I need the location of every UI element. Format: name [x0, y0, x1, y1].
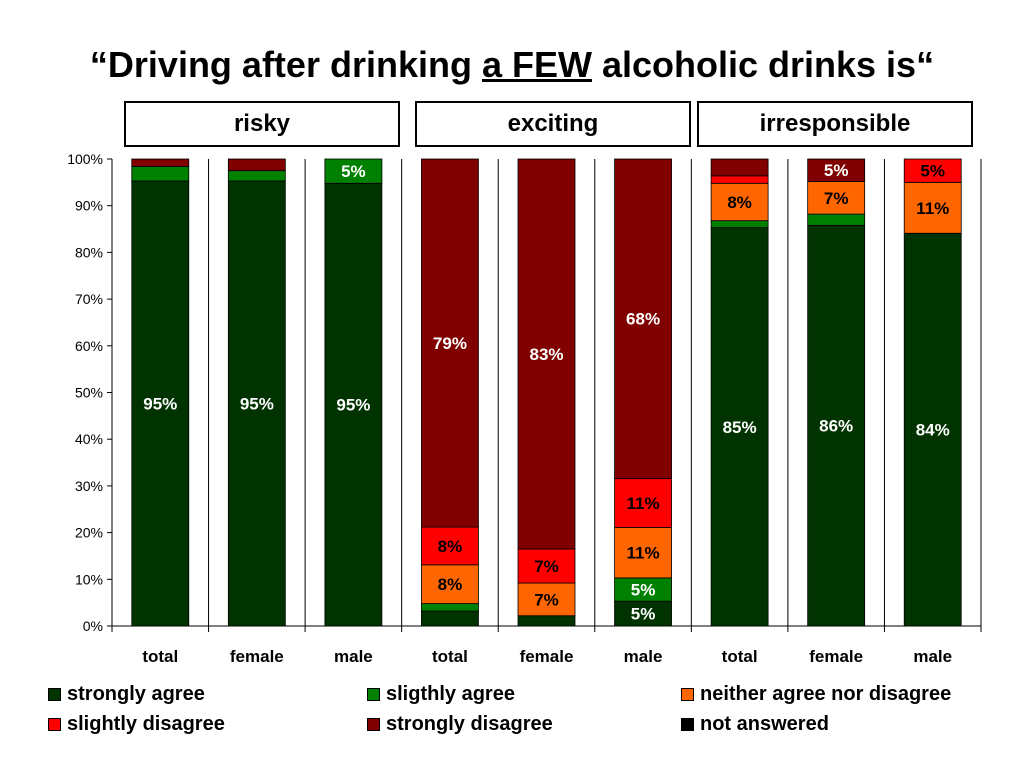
data-label: 11%	[627, 494, 660, 513]
data-label: 5%	[920, 162, 945, 181]
bar-segment	[614, 527, 672, 579]
group-label-risky: risky	[124, 101, 400, 147]
bar-segment	[517, 158, 576, 550]
bar-segment	[807, 213, 866, 226]
bar-segment	[227, 180, 286, 627]
bar-segment	[710, 227, 769, 627]
y-tick-label: 0%	[83, 618, 103, 634]
data-label: 5%	[824, 161, 849, 180]
bar-segment	[903, 158, 962, 183]
bar-segment	[517, 615, 576, 627]
y-tick-label: 30%	[75, 478, 103, 494]
data-label: 7%	[824, 189, 849, 208]
bar-segment	[131, 166, 190, 182]
title-underlined: a FEW	[481, 44, 592, 85]
x-tick-label: female	[520, 647, 574, 666]
data-label: 95%	[336, 396, 370, 415]
group-label-exciting: exciting	[415, 101, 691, 147]
x-tick-label: total	[432, 647, 468, 666]
y-tick-label: 60%	[75, 338, 103, 354]
bar-segment	[710, 182, 769, 222]
bar-segment	[807, 224, 866, 627]
bar-segment	[227, 158, 286, 172]
data-label: 86%	[819, 417, 853, 436]
data-label: 5%	[631, 581, 656, 600]
bar-segment	[131, 180, 190, 627]
data-label: 8%	[438, 575, 463, 594]
data-label: 8%	[438, 537, 463, 556]
data-label: 7%	[534, 557, 559, 576]
bar-segment	[903, 232, 962, 627]
data-label: 7%	[534, 590, 559, 609]
x-tick-label: male	[334, 647, 373, 666]
bar-segment	[227, 170, 286, 182]
y-tick-label: 70%	[75, 291, 103, 307]
x-tick-label: male	[913, 647, 952, 666]
bar-segment	[614, 158, 672, 479]
data-label: 68%	[626, 310, 660, 329]
y-tick-label: 50%	[75, 385, 103, 401]
title-suffix: alcoholic drinks is“	[591, 44, 935, 85]
x-tick-label: total	[142, 647, 178, 666]
y-tick-label: 10%	[75, 571, 103, 587]
data-label: 83%	[529, 345, 563, 364]
data-label: 5%	[341, 162, 366, 181]
bar-segment	[324, 158, 383, 184]
data-label: 95%	[143, 394, 177, 413]
bar-segment	[517, 582, 576, 617]
bar-segment	[421, 526, 479, 566]
chart-title: “Driving after drinking a FEW alcoholic …	[0, 44, 1024, 86]
bar-segment	[710, 158, 769, 177]
y-tick-label: 40%	[75, 431, 103, 447]
x-tick-label: total	[722, 647, 758, 666]
bar-segment	[421, 610, 479, 627]
x-tick-label: male	[624, 647, 663, 666]
data-label: 8%	[727, 193, 752, 212]
bar-segment	[614, 478, 672, 528]
data-label: 79%	[433, 334, 467, 353]
data-label: 84%	[916, 421, 950, 440]
y-tick-label: 90%	[75, 198, 103, 214]
bar-segment	[131, 158, 190, 167]
bar-segment	[421, 603, 479, 612]
bar-segment	[710, 220, 769, 229]
data-label: 5%	[631, 605, 656, 624]
y-tick-label: 20%	[75, 525, 103, 541]
bar-segment	[614, 600, 672, 627]
bar-segment	[421, 158, 479, 528]
data-label: 11%	[916, 199, 949, 218]
bar-segment	[807, 158, 866, 182]
y-tick-label: 80%	[75, 244, 103, 260]
x-tick-label: female	[230, 647, 284, 666]
bar-segment	[710, 175, 769, 184]
title-prefix: “Driving after drinking	[89, 44, 482, 85]
group-label-irresponsible: irresponsible	[697, 101, 973, 147]
y-tick-label: 100%	[67, 151, 103, 167]
bar-segment	[903, 181, 962, 234]
data-label: 85%	[723, 418, 757, 437]
data-label: 11%	[627, 544, 660, 563]
bar-segment	[324, 182, 383, 627]
x-tick-label: female	[809, 647, 863, 666]
data-label: 95%	[240, 394, 274, 413]
